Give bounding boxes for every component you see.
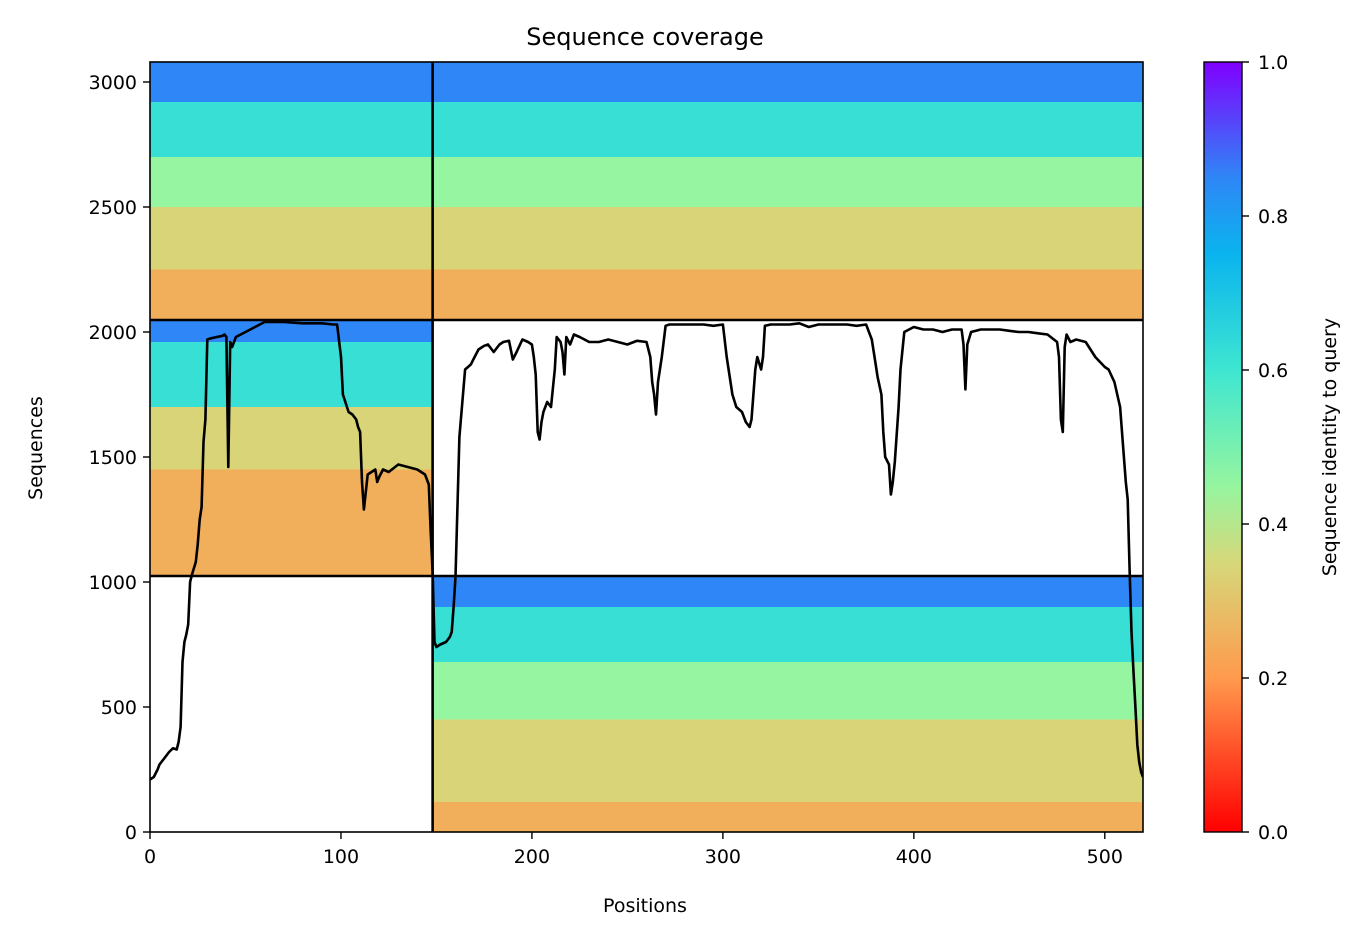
chain-boundaries — [150, 62, 1143, 832]
identity-band — [150, 342, 433, 407]
colorbar-ticks: 0.0 0.2 0.4 0.6 0.8 1.0 — [1242, 52, 1288, 844]
x-tick-label: 300 — [705, 846, 741, 868]
colorbar-tick-label: 0.8 — [1258, 206, 1288, 228]
identity-band — [150, 62, 433, 102]
coverage-line-layer — [150, 320, 1143, 781]
identity-band — [432, 662, 1143, 720]
identity-band — [150, 407, 433, 470]
coverage-block-chain-1-pairing — [150, 62, 433, 320]
identity-band — [150, 157, 433, 207]
identity-band — [432, 62, 1143, 102]
y-tick-label: 0 — [125, 822, 137, 844]
y-tick-label: 500 — [101, 697, 137, 719]
colorbar-tick-label: 0.4 — [1258, 514, 1288, 536]
identity-band — [432, 719, 1143, 802]
plot-frame — [149, 61, 1144, 833]
y-axis: 0 500 1000 1500 2000 2500 3000 — [89, 72, 150, 844]
x-axis-label: Positions — [603, 895, 687, 917]
identity-band — [432, 207, 1143, 270]
identity-band — [432, 269, 1143, 320]
identity-band — [432, 576, 1143, 607]
identity-band — [432, 802, 1143, 832]
y-tick-label: 2000 — [89, 322, 137, 344]
identity-band — [150, 102, 433, 157]
colorbar-tick-label: 0.2 — [1258, 668, 1288, 690]
identity-band — [150, 207, 433, 270]
identity-band — [432, 607, 1143, 662]
coverage-line — [150, 320, 1143, 781]
colorbar-tick-label: 0.0 — [1258, 822, 1288, 844]
x-tick-label: 100 — [323, 846, 359, 868]
identity-band — [150, 469, 433, 576]
x-tick-label: 400 — [896, 846, 932, 868]
identity-band — [150, 269, 433, 320]
x-tick-label: 500 — [1087, 846, 1123, 868]
coverage-heatmap — [150, 62, 1143, 832]
identity-band — [432, 157, 1143, 207]
chart-title: Sequence coverage — [526, 23, 763, 51]
y-tick-label: 1500 — [89, 447, 137, 469]
x-tick-label: 0 — [144, 846, 156, 868]
x-axis: 0 100 200 300 400 500 — [144, 832, 1123, 868]
coverage-block-chain-1-unpaired — [150, 320, 433, 576]
y-axis-label: Sequences — [25, 396, 47, 500]
coverage-block-chain-2-unpaired — [432, 576, 1143, 832]
y-tick-label: 1000 — [89, 572, 137, 594]
y-tick-label: 3000 — [89, 72, 137, 94]
colorbar-label: Sequence identity to query — [1319, 318, 1341, 576]
identity-band — [432, 102, 1143, 157]
colorbar-tick-label: 1.0 — [1258, 52, 1288, 74]
colorbar — [1203, 61, 1243, 833]
coverage-block-chain-2-pairing — [432, 62, 1143, 320]
x-tick-label: 200 — [514, 846, 550, 868]
y-tick-label: 2500 — [89, 197, 137, 219]
colorbar-tick-label: 0.6 — [1258, 360, 1288, 382]
